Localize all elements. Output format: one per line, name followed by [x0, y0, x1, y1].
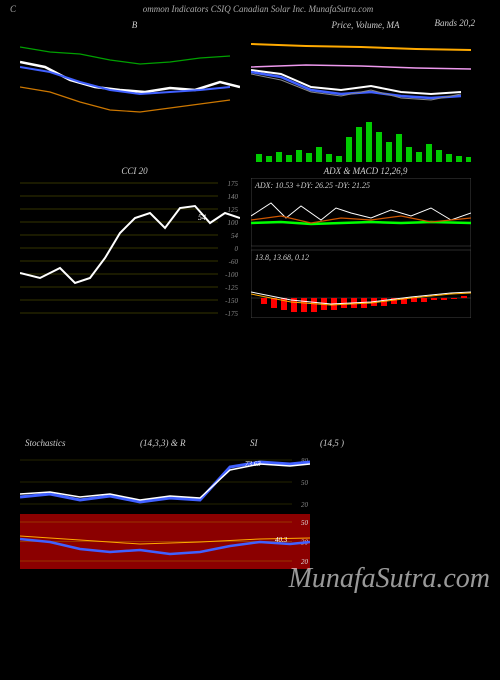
- adx-macd-title: ADX & MACD 12,26,9: [251, 164, 480, 178]
- bollinger-chart: [20, 32, 240, 132]
- svg-text:40.3: 40.3: [275, 536, 288, 544]
- cci-title: CCI 20: [20, 164, 249, 178]
- svg-text:13.8, 13.68, 0.12: 13.8, 13.68, 0.12: [255, 253, 309, 262]
- stoch-label: Stochastics: [25, 438, 66, 448]
- si-label: SI: [250, 438, 258, 448]
- bollinger-panel: B: [20, 18, 249, 162]
- svg-text:140: 140: [228, 193, 239, 201]
- svg-text:50: 50: [301, 519, 309, 527]
- stoch-title-row: Stochastics (14,3,3) & R SI (14,5 ): [0, 438, 500, 452]
- title-left: C: [10, 4, 16, 14]
- page-header: C ommon Indicators CSIQ Canadian Solar I…: [0, 0, 500, 18]
- svg-text:73.63: 73.63: [245, 460, 261, 468]
- svg-text:54: 54: [198, 213, 206, 222]
- price-ma-chart: [251, 32, 471, 162]
- bottom-charts: 80502073.63 50302040.3: [0, 452, 500, 569]
- title-main: ommon Indicators CSIQ Canadian Solar Inc…: [143, 4, 374, 14]
- adx-macd-chart: ADX: 10.53 +DY: 26.25 -DY: 21.25 13.8, 13…: [251, 178, 471, 318]
- svg-text:100: 100: [228, 219, 239, 227]
- svg-text:-100: -100: [225, 271, 238, 279]
- svg-text:50: 50: [301, 479, 309, 487]
- svg-text:ADX: 10.53 +DY: 26.25 -DY: 21.: ADX: 10.53 +DY: 26.25 -DY: 21.25: [254, 181, 370, 190]
- rsi-chart: 50302040.3: [20, 514, 310, 569]
- svg-text:125: 125: [228, 206, 239, 214]
- cci-panel: CCI 20 175 140 125 100 54 0 -60 -100 -125 -150 -17…: [20, 164, 249, 318]
- svg-text:-150: -150: [225, 297, 238, 305]
- svg-text:-60: -60: [229, 258, 239, 266]
- svg-text:175: 175: [228, 180, 239, 188]
- price-ma-panel: Price, Volume, MA: [251, 18, 480, 162]
- svg-text:20: 20: [301, 558, 309, 566]
- bollinger-title: B: [20, 18, 249, 32]
- price-ma-title: Price, Volume, MA: [251, 18, 480, 32]
- spacer: [0, 318, 500, 438]
- svg-text:20: 20: [301, 501, 309, 509]
- chart-grid: B Price, Volume, MA CCI 20 175 140 125 100 5…: [0, 18, 500, 318]
- svg-text:0: 0: [235, 245, 239, 253]
- svg-text:-175: -175: [225, 310, 238, 318]
- stochastics-chart: 80502073.63: [20, 452, 310, 512]
- adx-macd-panel: ADX & MACD 12,26,9 ADX: 10.53 +DY: 26.25…: [251, 164, 480, 318]
- svg-text:-125: -125: [225, 284, 238, 292]
- cci-chart: 175 140 125 100 54 0 -60 -100 -125 -150 -175 54: [20, 178, 240, 318]
- svg-text:54: 54: [231, 232, 239, 240]
- stoch-params: (14,3,3) & R: [140, 438, 186, 448]
- si-params: (14,5 ): [320, 438, 344, 448]
